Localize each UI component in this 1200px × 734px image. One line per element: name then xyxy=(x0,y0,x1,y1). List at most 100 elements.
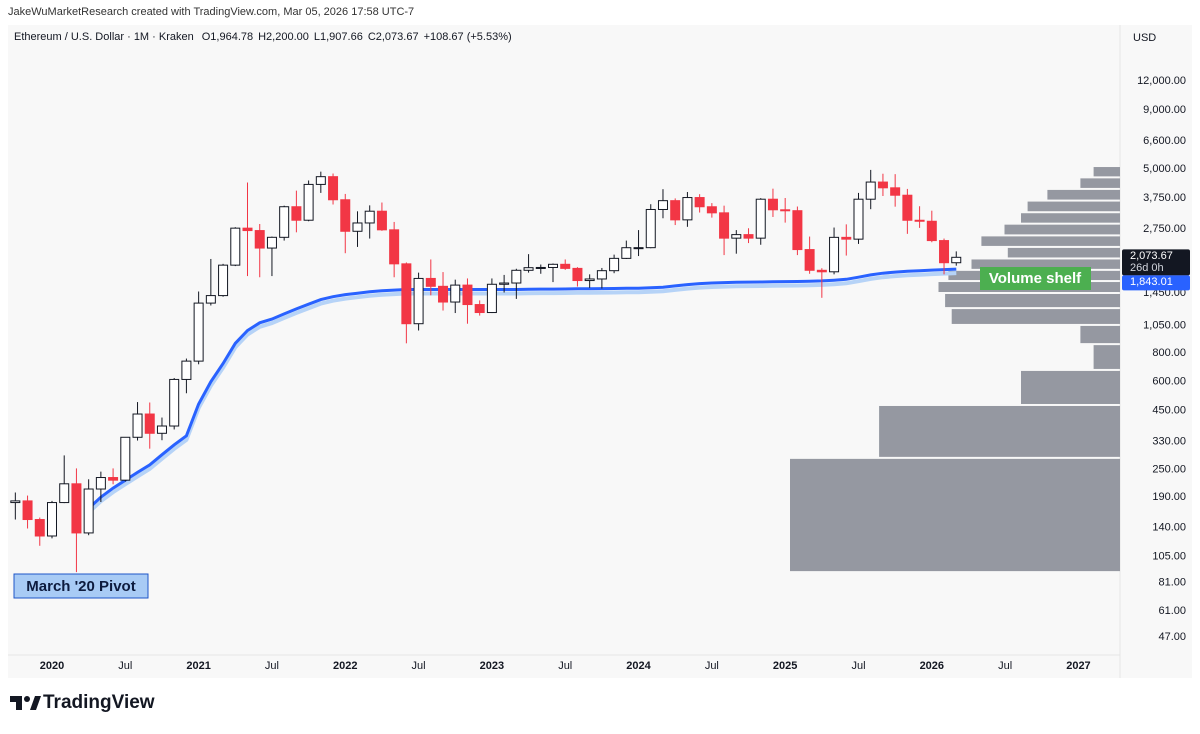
candle-body xyxy=(254,230,265,249)
volume-bar xyxy=(1080,178,1120,188)
countdown: 26d 0h xyxy=(1130,262,1164,274)
candle-body xyxy=(841,236,852,240)
ohlc-value: O1,964.78 xyxy=(202,31,253,43)
y-tick-label: 9,000.00 xyxy=(1143,104,1186,116)
volume-bar xyxy=(1021,213,1120,223)
candle-body xyxy=(670,200,681,221)
candle-body xyxy=(364,210,375,224)
candle-body xyxy=(829,236,840,273)
candle-body xyxy=(328,176,339,201)
x-tick-label: Jul xyxy=(412,660,426,672)
y-tick-label: 190.00 xyxy=(1152,491,1186,503)
candle-body xyxy=(767,198,778,211)
candle-body xyxy=(340,199,351,232)
candle-body xyxy=(596,270,607,280)
candle-body xyxy=(584,278,595,282)
candle-body xyxy=(902,194,913,221)
x-tick-label: 2024 xyxy=(626,660,651,672)
volume-bar xyxy=(945,294,1120,308)
candle-body xyxy=(279,206,290,238)
candle-body xyxy=(486,283,497,314)
candle-body xyxy=(108,477,119,481)
candle-body xyxy=(352,222,363,232)
x-tick-label: 2026 xyxy=(920,660,944,672)
candle-body xyxy=(450,284,461,303)
candle-body xyxy=(743,234,754,239)
y-tick-label: 12,000.00 xyxy=(1137,75,1186,87)
candle-body xyxy=(535,266,546,269)
ma-price-badge xyxy=(1122,275,1190,291)
candle-body xyxy=(132,413,143,438)
volume-bar xyxy=(1047,189,1120,200)
candle-body xyxy=(633,247,644,250)
volume-bar xyxy=(1093,345,1120,369)
candle-body xyxy=(560,263,571,269)
candle-body xyxy=(511,269,522,284)
candle-body xyxy=(890,187,901,196)
candle-body xyxy=(46,502,57,537)
candle-body xyxy=(682,197,693,221)
x-tick-label: 2020 xyxy=(40,660,64,672)
moving-average xyxy=(87,267,957,510)
annotation: Volume shelf xyxy=(989,270,1082,287)
x-tick-label: 2025 xyxy=(773,660,797,672)
volume-bar xyxy=(1021,370,1120,404)
candle-body xyxy=(572,267,583,282)
x-tick-label: 2023 xyxy=(480,660,504,672)
y-tick-label: 1,050.00 xyxy=(1143,320,1186,332)
logo-dot xyxy=(24,696,30,702)
volume-bar xyxy=(1080,325,1120,344)
candle-body xyxy=(939,240,950,264)
candle-body xyxy=(755,198,766,239)
candle-body xyxy=(719,212,730,239)
candle-body xyxy=(780,209,791,212)
x-tick-label: 2021 xyxy=(186,660,210,672)
candle-body xyxy=(657,200,668,210)
volume-bar xyxy=(1004,224,1120,235)
candle-body xyxy=(877,181,888,189)
candle-body xyxy=(22,500,33,521)
x-tick-label: Jul xyxy=(998,660,1012,672)
currency: USD xyxy=(1133,32,1156,44)
candle-body xyxy=(499,282,510,285)
last-price: 2,073.67 xyxy=(1130,250,1173,262)
y-tick-label: 61.00 xyxy=(1158,605,1186,617)
candle-body xyxy=(205,295,216,304)
x-tick-label: Jul xyxy=(705,660,719,672)
candle-body xyxy=(621,247,632,259)
annotation-box xyxy=(980,267,1091,290)
logo-text: TradingView xyxy=(43,692,155,713)
candle-body xyxy=(914,219,925,222)
candle-body xyxy=(816,269,827,273)
candle-body xyxy=(865,181,876,200)
candle-body xyxy=(804,249,815,271)
y-tick-label: 330.00 xyxy=(1152,436,1186,448)
candle-body xyxy=(59,483,70,504)
ma-glow xyxy=(87,271,957,514)
candle-body xyxy=(389,229,400,265)
candle-body xyxy=(156,425,167,434)
candle-body xyxy=(303,183,314,221)
ohlc-value: C2,073.67 xyxy=(368,31,419,43)
candle-body xyxy=(694,197,705,208)
x-tick-label: 2022 xyxy=(333,660,357,672)
volume-bar xyxy=(951,309,1120,324)
x-tick-label: Jul xyxy=(265,660,279,672)
last-price-badge xyxy=(1122,249,1190,276)
candle-body xyxy=(266,236,277,249)
plot: 47.00 61.00 81.00 105.00 140.00 190.00 250.00 3… xyxy=(10,75,1190,672)
volume-bar xyxy=(1027,201,1120,212)
candle-body xyxy=(609,257,620,272)
y-tick-label: 105.00 xyxy=(1152,551,1186,563)
y-tick-label: 2,750.00 xyxy=(1143,223,1186,235)
x-tick-label: 2027 xyxy=(1066,660,1090,672)
candle-body xyxy=(230,227,241,266)
candle-body xyxy=(792,210,803,251)
candle-body xyxy=(926,220,937,242)
candle-body xyxy=(401,263,412,325)
logo: TradingView xyxy=(10,692,155,713)
annotation: March '20 Pivot xyxy=(26,578,135,595)
candle-body xyxy=(474,304,485,314)
candle-body xyxy=(413,277,424,325)
